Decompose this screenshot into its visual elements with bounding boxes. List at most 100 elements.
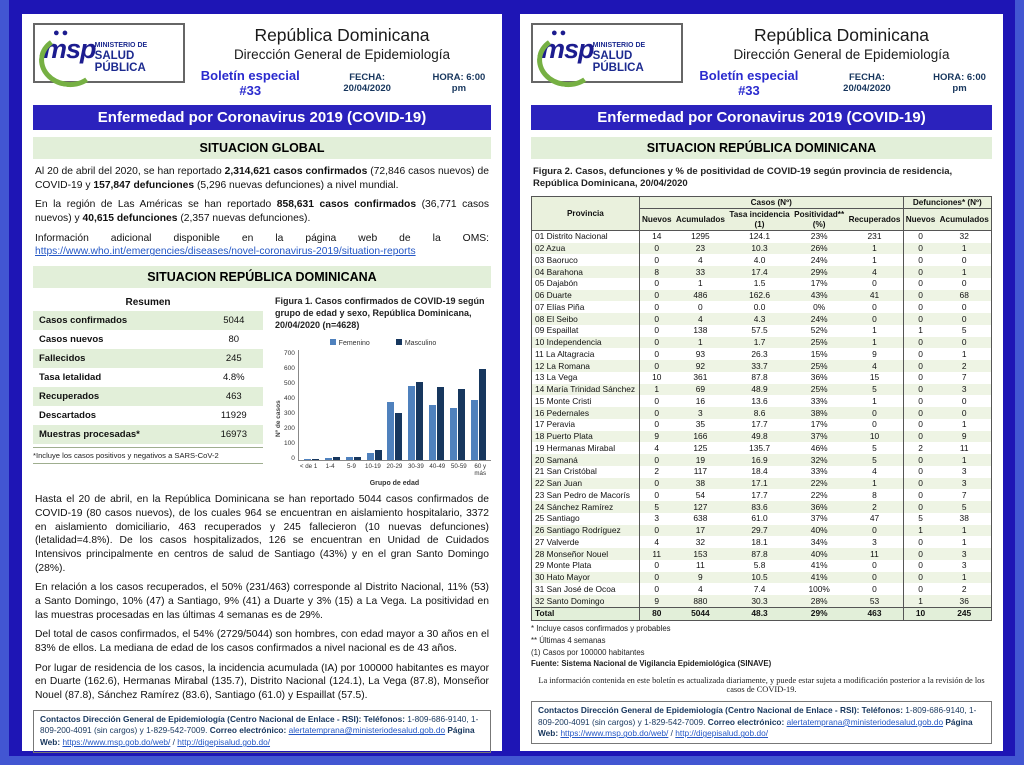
logo-text: MINISTERIO DE SALUD PÚBLICA — [95, 32, 178, 73]
link[interactable]: alertatemprana@ministeriodesalud.gob.do — [288, 725, 446, 736]
col-header-acumulados: Acumulados — [673, 208, 728, 231]
link[interactable]: https://www.msp.gob.do/web/ — [560, 728, 669, 739]
cell: 17% — [810, 419, 828, 430]
cell: 17% — [810, 278, 828, 289]
cell: 127 — [693, 501, 708, 512]
cell: 0 — [654, 313, 660, 324]
cell: 25% — [810, 384, 828, 395]
bar-group — [301, 350, 322, 461]
bar-group — [426, 350, 447, 461]
cell: 14 María Trinidad Sánchez — [531, 383, 640, 396]
x-tick-label: 5-9 — [347, 463, 356, 471]
legend-label: Femenino — [338, 340, 370, 348]
cell: 3 — [961, 384, 967, 395]
cell: 36% — [810, 501, 828, 512]
text-segment: Contactos Dirección General de Epidemiol… — [40, 713, 364, 724]
cell: 1 — [918, 525, 923, 536]
bulletin-time: HORA: 6:00 pm — [933, 72, 986, 94]
link[interactable]: https://www.who.int/emergencies/diseases… — [35, 246, 416, 258]
cell: 1 — [961, 348, 967, 359]
text-segment: 40,615 defunciones — [82, 213, 178, 225]
cell: 23 — [695, 243, 706, 254]
cell: 10 — [846, 430, 904, 443]
cell: 0 — [918, 466, 923, 477]
province-row: 12 La Romana 0 92 33.7 25% 4 0 2 — [531, 360, 992, 372]
y-tick-label: 300 — [284, 410, 295, 418]
logo-dots: ●● — [551, 27, 569, 39]
bar — [324, 457, 332, 461]
cell: 0 — [846, 583, 904, 596]
cell: 33% — [810, 466, 828, 477]
cell: 40% — [810, 525, 828, 536]
body-paragraph: Hasta el 20 de abril, en la República Do… — [35, 494, 489, 574]
cell: 15% — [810, 348, 828, 359]
group-header-casos: Casos (Nº) — [639, 196, 904, 210]
cell: 1.7 — [753, 337, 766, 348]
cell: 5 — [961, 325, 967, 336]
cell: 1 — [698, 337, 703, 348]
cell: 361 — [693, 372, 708, 383]
link[interactable]: alertatemprana@ministeriodesalud.gob.do — [786, 716, 944, 727]
legend-swatch — [395, 339, 402, 346]
cell: 0 — [918, 290, 923, 301]
cell: 4.8% — [222, 372, 245, 384]
cell: 0 — [654, 290, 660, 301]
province-row: 03 Baoruco 0 4 4.0 24% 1 0 0 — [531, 254, 992, 267]
province-row: 18 Puerto Plata 9 166 49.8 37% 10 0 9 — [531, 430, 992, 443]
cell: 1 — [846, 395, 904, 408]
cell: 29% — [810, 266, 828, 277]
cell: 49.8 — [751, 431, 768, 442]
link[interactable]: https://www.msp.gob.do/web/ — [62, 737, 171, 748]
resumen-row: Recuperados 463 — [33, 387, 263, 407]
province-row: 23 San Pedro de Macorís 0 54 17.7 22% 8 0 7 — [531, 489, 992, 502]
cell: 87.8 — [751, 372, 768, 383]
cell: 4 — [698, 313, 703, 324]
resumen-footnote: *Incluye los casos positivos y negativos… — [33, 447, 263, 465]
cell: 61.0 — [751, 513, 768, 524]
body-paragraph: En relación a los casos recuperados, el … — [35, 582, 489, 621]
cell: 80 — [228, 334, 240, 346]
cell: 06 Duarte — [531, 289, 640, 302]
footnote: ** Últimas 4 semanas — [531, 635, 606, 645]
cell: 28 Monseñor Nouel — [531, 548, 640, 560]
cell: 4 — [698, 583, 703, 594]
cell: 1295 — [691, 231, 710, 242]
cell: 25% — [810, 337, 828, 348]
cell: 1 — [961, 243, 967, 254]
cell: 38 — [959, 513, 969, 524]
province-row: 32 Santo Domingo 9 880 30.3 28% 53 1 36 — [531, 595, 992, 608]
cell: 0 — [654, 407, 660, 418]
link[interactable]: http://digepisalud.gob.do/ — [177, 737, 271, 748]
cell: 11929 — [220, 410, 247, 422]
cell: 8 — [846, 489, 904, 502]
cell: 117 — [693, 466, 708, 477]
global-paragraph: Información adicional disponible en la p… — [35, 232, 489, 259]
link[interactable]: http://digepisalud.gob.do/ — [675, 728, 769, 739]
cell: 0% — [813, 301, 826, 312]
resumen-row: Descartados 11929 — [33, 406, 263, 425]
cell: 0 — [961, 254, 967, 265]
cell: 21 San Cristóbal — [531, 465, 640, 478]
body-paragraph: Del total de casos confirmados, el 54% (… — [35, 629, 489, 655]
cell: Total — [531, 606, 640, 621]
msp-logo-icon: ●● msp — [533, 27, 601, 91]
cell: 38 — [695, 478, 706, 489]
bar-group — [343, 350, 364, 461]
cell: 0 — [654, 243, 660, 254]
cell: 0 — [918, 454, 923, 465]
cell: 68 — [959, 290, 969, 301]
cell: 0 — [918, 407, 923, 418]
cell: 3 — [961, 478, 967, 489]
cell: 28% — [810, 595, 828, 606]
province-row: 02 Azua 0 23 10.3 26% 1 0 1 — [531, 242, 992, 255]
cell: 4 — [846, 266, 904, 278]
cell: 36% — [810, 372, 828, 383]
province-row: 26 Santiago Rodríguez 0 17 29.7 40% 0 1 1 — [531, 524, 992, 537]
cell: 02 Azua — [531, 242, 640, 255]
cell: 0 — [654, 560, 660, 571]
province-row: 29 Monte Plata 0 11 5.8 41% 0 0 3 — [531, 559, 992, 572]
bar — [303, 459, 311, 461]
cell: 17.7 — [751, 419, 768, 430]
cell: 83.6 — [751, 501, 768, 512]
cell: 32 Santo Domingo — [531, 595, 640, 608]
